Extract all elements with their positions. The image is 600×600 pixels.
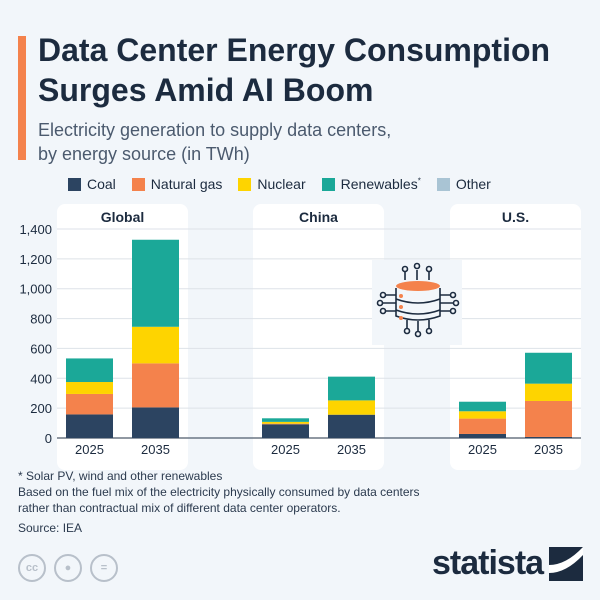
x-tick-label: 2025 bbox=[468, 442, 497, 457]
panel-title: Global bbox=[101, 209, 145, 225]
cc-icon[interactable]: cc bbox=[18, 554, 46, 582]
y-tick-label: 1,400 bbox=[19, 222, 52, 237]
x-tick-label: 2035 bbox=[337, 442, 366, 457]
legend-item: Renewables* bbox=[321, 176, 421, 192]
bar-segment-nuclear bbox=[132, 326, 179, 364]
header: Data Center Energy Consumption Surges Am… bbox=[38, 30, 594, 166]
bar-segment-natural-gas bbox=[132, 363, 179, 408]
logo-text: statista bbox=[432, 544, 544, 582]
y-tick-label: 600 bbox=[30, 341, 52, 356]
y-tick-label: 0 bbox=[45, 431, 52, 446]
person-icon[interactable]: ● bbox=[54, 554, 82, 582]
bar-segment-nuclear bbox=[525, 383, 572, 401]
page-title: Data Center Energy Consumption Surges Am… bbox=[38, 32, 551, 108]
x-tick-label: 2025 bbox=[271, 442, 300, 457]
y-tick-label: 400 bbox=[30, 371, 52, 386]
legend-swatch bbox=[68, 177, 81, 191]
note: Based on the fuel mix of the electricity… bbox=[18, 485, 420, 499]
logo-mark-icon bbox=[549, 546, 584, 581]
bar-segment-coal bbox=[328, 414, 375, 438]
bar-segment-nuclear bbox=[262, 421, 309, 424]
legend-label: Natural gas bbox=[150, 176, 223, 192]
bar-segment-renewables bbox=[66, 358, 113, 383]
legend-label: Coal bbox=[87, 176, 116, 192]
statista-logo[interactable]: statista bbox=[432, 544, 584, 583]
subtitle-line: by energy source (in TWh) bbox=[38, 144, 250, 164]
license-icons: cc ● = bbox=[18, 554, 118, 582]
bar-segment-coal bbox=[525, 436, 572, 438]
panel-title: U.S. bbox=[502, 209, 529, 225]
panel-title: China bbox=[299, 209, 338, 225]
source: Source: IEA bbox=[18, 521, 83, 535]
legend-item: Natural gas bbox=[131, 176, 223, 192]
y-tick-label: 200 bbox=[30, 401, 52, 416]
subtitle-line: Electricity generation to supply data ce… bbox=[38, 120, 392, 140]
data-center-server-icon bbox=[372, 260, 462, 345]
note: rather than contractual mix of different… bbox=[18, 501, 341, 515]
bar-segment-natural-gas bbox=[262, 423, 309, 425]
bar-segment-natural-gas bbox=[66, 393, 113, 415]
subtitle: Electricity generation to supply data ce… bbox=[38, 118, 594, 166]
stacked-bar-chart: Global China U.S. 0 200 400 600 800 1,000 1,200 1,… bbox=[19, 204, 581, 470]
bar-segment-coal bbox=[132, 407, 179, 438]
bar-segment-coal bbox=[262, 424, 309, 438]
bar-segment-natural-gas bbox=[459, 418, 506, 434]
x-tick-label: 2035 bbox=[141, 442, 170, 457]
bar-segment-renewables bbox=[459, 401, 506, 412]
bar-segment-renewables bbox=[132, 239, 179, 327]
bar-segment-nuclear bbox=[328, 400, 375, 415]
y-tick-label: 1,000 bbox=[19, 282, 52, 297]
bar-segment-coal bbox=[459, 433, 506, 438]
bar-segment-renewables bbox=[262, 418, 309, 422]
legend-label: Other bbox=[455, 176, 491, 192]
footer-notes: * Solar PV, wind and other renewables Ba… bbox=[18, 468, 593, 536]
y-tick-label: 1,200 bbox=[19, 252, 52, 267]
legend-label: Nuclear bbox=[257, 176, 306, 192]
bar-segment-nuclear bbox=[66, 382, 113, 394]
equals-icon[interactable]: = bbox=[90, 554, 118, 582]
legend-swatch bbox=[321, 177, 335, 191]
legend-swatch bbox=[436, 177, 450, 191]
legend-swatch bbox=[131, 177, 145, 191]
legend-item: Nuclear bbox=[238, 176, 306, 192]
bar-segment-coal bbox=[66, 414, 113, 438]
y-tick-label: 800 bbox=[30, 312, 52, 327]
bar-segment-renewables bbox=[328, 376, 375, 401]
accent-bar bbox=[18, 36, 26, 160]
notes: * Solar PV, wind and other renewables Ba… bbox=[18, 468, 593, 516]
legend-item: Coal bbox=[68, 176, 116, 192]
legend-item: Other bbox=[436, 176, 491, 192]
bar-segment-nuclear bbox=[459, 411, 506, 419]
x-tick-label: 2035 bbox=[534, 442, 563, 457]
bar-segment-renewables bbox=[525, 352, 572, 384]
footnote: * Solar PV, wind and other renewables bbox=[18, 469, 223, 483]
legend-swatch bbox=[238, 177, 252, 191]
legend-label: Renewables* bbox=[340, 176, 421, 192]
legend: Coal Natural gas Nuclear Renewables* Other bbox=[68, 176, 491, 192]
bar-segment-natural-gas bbox=[525, 400, 572, 437]
x-tick-label: 2025 bbox=[75, 442, 104, 457]
